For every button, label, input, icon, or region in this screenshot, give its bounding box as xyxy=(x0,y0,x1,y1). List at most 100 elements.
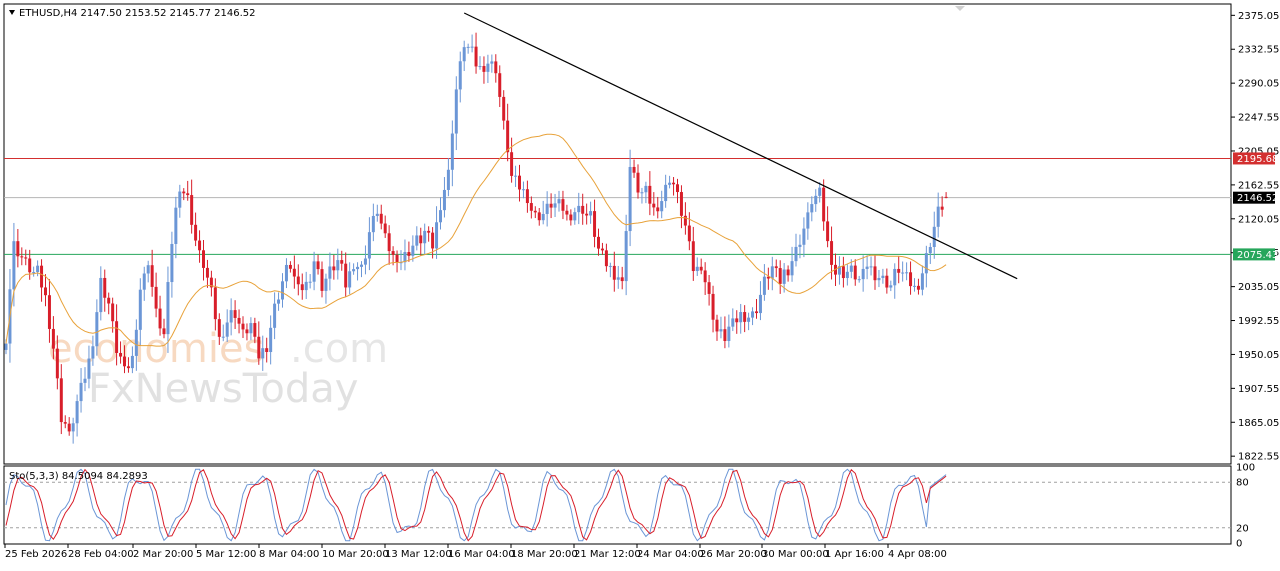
watermark-line2: FxNewsToday xyxy=(88,366,358,412)
candle-body xyxy=(454,89,458,134)
candle-body xyxy=(494,61,498,74)
trendline[interactable] xyxy=(463,12,1018,280)
candle-body xyxy=(261,348,265,359)
candle-body xyxy=(79,382,83,402)
candle-body xyxy=(55,348,59,379)
price-axis: 2375.05 2332.55 2290.05 2247.55 2205.05 2162.… xyxy=(1231,11,1279,463)
candle-body xyxy=(881,275,885,278)
time-tick-label: 24 Mar 04:00 xyxy=(637,549,704,560)
candle-body xyxy=(363,258,367,265)
stochastic-tick-label: 80 xyxy=(1236,478,1249,489)
candle-body xyxy=(241,323,245,330)
time-tick-label: 2 Mar 20:00 xyxy=(133,549,193,560)
candle-body xyxy=(123,356,126,367)
candle-body xyxy=(348,271,352,288)
candle-body xyxy=(245,329,249,334)
candle-body xyxy=(877,277,881,281)
candle-body xyxy=(36,265,40,273)
candle-body xyxy=(83,378,87,383)
candle-body xyxy=(814,195,818,205)
candle-body xyxy=(308,281,312,283)
candle-body xyxy=(328,266,332,279)
price-tick-label: 2120.05 xyxy=(1238,214,1279,225)
candle-body xyxy=(16,241,20,257)
time-tick-label: 28 Feb 04:00 xyxy=(68,549,134,560)
candle-body xyxy=(612,265,616,280)
candle-body xyxy=(565,210,569,215)
candle-body xyxy=(415,235,419,246)
candle-body xyxy=(774,266,778,269)
candle-body xyxy=(616,277,620,280)
candle-body xyxy=(51,328,55,349)
candle-body xyxy=(44,287,47,296)
time-tick-label: 10 Mar 20:00 xyxy=(322,549,389,560)
candle-body xyxy=(304,281,308,291)
candle-body xyxy=(344,263,348,288)
candle-body xyxy=(608,265,612,267)
candle-body xyxy=(668,182,672,185)
candle-body xyxy=(253,323,257,337)
candle-body xyxy=(387,233,391,252)
candle-body xyxy=(909,272,913,287)
candle-body xyxy=(312,261,316,282)
candle-body xyxy=(889,285,893,288)
candle-body xyxy=(466,46,470,48)
candle-body xyxy=(403,252,407,263)
stochastic-tick-label: 100 xyxy=(1236,463,1255,474)
candle-body xyxy=(288,264,292,269)
candle-body xyxy=(277,299,281,304)
candle-body xyxy=(861,268,865,280)
candle-body xyxy=(296,276,300,285)
candle-body xyxy=(758,294,762,314)
candle-body xyxy=(126,366,130,369)
candle-body xyxy=(786,269,790,276)
candle-body xyxy=(182,191,186,194)
price-label-box xyxy=(1233,152,1275,165)
stochastic-tick-label: 0 xyxy=(1236,539,1242,550)
candle-body xyxy=(557,199,561,204)
candle-body xyxy=(778,268,782,284)
dropdown-triangle-icon[interactable] xyxy=(9,10,15,15)
candle-body xyxy=(676,184,679,193)
candle-body xyxy=(928,247,932,254)
candle-body xyxy=(4,343,8,350)
shift-marker-icon[interactable] xyxy=(955,6,965,11)
time-tick-label: 8 Mar 04:00 xyxy=(259,549,319,560)
candle-body xyxy=(284,264,288,282)
candle-body xyxy=(273,303,277,328)
candle-body xyxy=(869,266,873,268)
candle-body xyxy=(944,196,948,198)
time-tick-label: 4 Apr 08:00 xyxy=(888,549,947,560)
candle-body xyxy=(553,203,557,208)
candle-body xyxy=(439,210,442,223)
candle-body xyxy=(707,282,711,294)
candle-body xyxy=(107,297,111,304)
candle-body xyxy=(510,152,514,176)
candle-body xyxy=(916,285,920,290)
candle-body xyxy=(407,252,411,256)
candle-body xyxy=(679,192,683,216)
time-tick-label: 5 Mar 12:00 xyxy=(196,549,256,560)
candle-body xyxy=(217,319,221,337)
time-tick-label: 26 Mar 20:00 xyxy=(700,549,767,560)
candle-body xyxy=(435,222,439,249)
candle-body xyxy=(751,311,755,318)
candle-body xyxy=(810,204,814,213)
candle-body xyxy=(577,205,581,213)
candle-body xyxy=(360,264,363,267)
candle-body xyxy=(391,251,395,255)
price-tick-label: 2162.55 xyxy=(1238,180,1279,191)
stochastic-tick-label: 20 xyxy=(1236,523,1249,534)
candle-body xyxy=(695,266,699,272)
price-tick-label: 2247.55 xyxy=(1238,113,1279,124)
candle-body xyxy=(561,199,565,211)
candle-body xyxy=(395,254,399,263)
ma-line xyxy=(5,133,947,347)
time-tick-label: 30 Mar 00:00 xyxy=(762,549,829,560)
candle-body xyxy=(865,266,869,269)
candle-body xyxy=(518,175,521,190)
candle-body xyxy=(379,213,383,224)
candle-body xyxy=(99,277,103,313)
candle-body xyxy=(932,226,936,248)
